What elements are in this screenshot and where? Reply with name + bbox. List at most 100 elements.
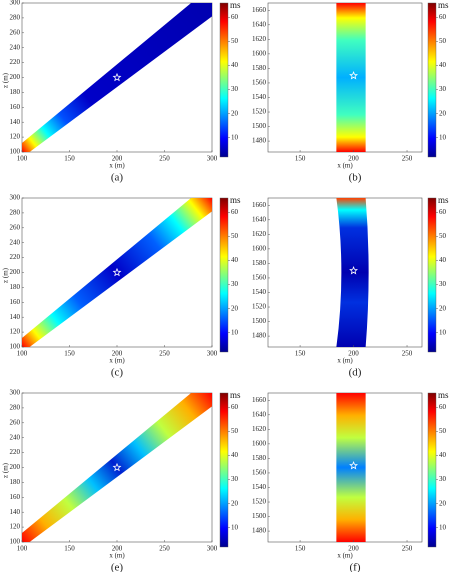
y-tick-label: 1580 <box>252 454 267 462</box>
y-tick-label: 240 <box>10 238 21 246</box>
x-axis-label: x (m) <box>109 552 125 560</box>
y-tick-label: 1660 <box>252 6 267 14</box>
x-tick-label: 150 <box>64 545 75 553</box>
y-tick-label: 300 <box>10 0 21 7</box>
y-tick-label: 200 <box>10 73 21 81</box>
colorbar-tick-label: 60 <box>439 208 447 216</box>
y-tick-label: 1480 <box>252 527 267 535</box>
colorbar-tick-label: 60 <box>231 13 239 21</box>
colorbar-tick-label: 50 <box>231 37 239 45</box>
x-tick-label: 250 <box>402 545 413 553</box>
y-tick-label: 260 <box>10 223 21 231</box>
colorbar-tick-label: 50 <box>439 232 447 240</box>
y-tick-label: 1480 <box>252 332 267 340</box>
source-marker <box>112 72 122 82</box>
y-tick-label: 220 <box>10 253 21 261</box>
y-tick-label: 220 <box>10 448 21 456</box>
colorbar-unit: ms <box>230 195 241 205</box>
colorbar-unit: ms <box>438 195 449 205</box>
x-axis-label: x (m) <box>109 162 125 170</box>
colorbar-tick-label: 30 <box>231 280 239 288</box>
y-tick-label: 120 <box>10 523 21 531</box>
y-tick-label: 280 <box>10 404 21 412</box>
y-tick-label: 220 <box>10 58 21 66</box>
panel: 100 150 200 250 300 100 120 140 160 180 200 220 240 2… <box>2 389 241 572</box>
x-tick-label: 250 <box>402 350 413 358</box>
y-tick-label: 100 <box>10 148 21 156</box>
colorbar-tick-label: 30 <box>439 280 447 288</box>
y-tick-label: 1580 <box>252 259 267 267</box>
x-tick-label: 300 <box>207 545 218 553</box>
y-tick-label: 1660 <box>252 201 267 209</box>
x-tick-label: 300 <box>207 350 218 358</box>
colorbar-tick-label: 60 <box>231 403 239 411</box>
colorbar-tick-label: 40 <box>231 61 239 69</box>
x-tick-label: 150 <box>64 350 75 358</box>
y-tick-label: 120 <box>10 133 21 141</box>
colorbar-unit: ms <box>230 0 241 10</box>
y-tick-label: 1620 <box>252 230 267 238</box>
colorbar-tick-label: 40 <box>439 256 447 264</box>
source-marker <box>349 71 358 80</box>
colorbar-tick-label: 50 <box>231 427 239 435</box>
x-axis-label: x (m) <box>337 552 353 560</box>
colorbar-tick-label: 60 <box>439 403 447 411</box>
y-tick-label: 1620 <box>252 425 267 433</box>
panel-caption: (e) <box>111 562 124 572</box>
y-tick-label: 180 <box>10 88 21 96</box>
y-tick-label: 240 <box>10 43 21 51</box>
y-tick-label: 140 <box>10 313 21 321</box>
y-tick-label: 1540 <box>252 483 267 491</box>
x-tick-label: 100 <box>17 545 28 553</box>
colorbar-tick-label: 40 <box>439 61 447 69</box>
x-tick-label: 250 <box>159 545 170 553</box>
band <box>336 3 366 152</box>
y-tick-label: 180 <box>10 283 21 291</box>
colorbar-unit: ms <box>230 390 241 400</box>
colorbar-unit: ms <box>438 390 449 400</box>
x-tick-label: 100 <box>17 350 28 358</box>
colorbar-tick-label: 30 <box>231 85 239 93</box>
y-tick-label: 260 <box>10 418 21 426</box>
colorbar-tick-label: 60 <box>439 13 447 21</box>
band <box>22 393 212 542</box>
colorbar-tick-label: 30 <box>231 475 239 483</box>
y-tick-label: 1540 <box>252 93 267 101</box>
x-tick-label: 150 <box>64 155 75 163</box>
y-tick-label: 1520 <box>252 498 267 506</box>
y-tick-label: 100 <box>10 343 21 351</box>
y-tick-label: 300 <box>10 194 21 202</box>
colorbar-tick-label: 50 <box>439 427 447 435</box>
colorbar-tick-label: 50 <box>439 37 447 45</box>
source-marker <box>349 266 358 275</box>
colorbar-tick-label: 10 <box>439 133 447 141</box>
y-tick-label: 160 <box>10 493 21 501</box>
colorbar-tick-label: 20 <box>439 109 447 117</box>
colorbar <box>219 197 229 353</box>
y-tick-label: 1500 <box>252 512 267 520</box>
y-tick-label: 100 <box>10 538 21 546</box>
y-tick-label: 1640 <box>252 215 267 223</box>
y-tick-label: 260 <box>10 28 21 36</box>
panel: 150 200 250 1480 1500 1520 1540 1560 1580 1600 162… <box>252 195 449 378</box>
colorbar-tick-label: 40 <box>231 256 239 264</box>
source-marker <box>349 461 358 470</box>
x-tick-label: 150 <box>295 155 306 163</box>
y-tick-label: 180 <box>10 478 21 486</box>
y-tick-label: 240 <box>10 433 21 441</box>
panel-caption: (f) <box>350 562 361 572</box>
x-tick-label: 250 <box>402 155 413 163</box>
colorbar-tick-label: 20 <box>231 304 239 312</box>
colorbar-tick-label: 20 <box>439 499 447 507</box>
colorbar-tick-label: 40 <box>439 451 447 459</box>
panel-caption: (c) <box>111 367 124 379</box>
colorbar-tick-label: 10 <box>231 523 239 531</box>
colorbar <box>427 197 437 353</box>
colorbar-tick-label: 20 <box>439 304 447 312</box>
y-tick-label: 300 <box>10 389 21 397</box>
colorbar <box>219 2 229 158</box>
band <box>22 3 212 152</box>
y-axis-label: z (m) <box>2 462 10 478</box>
y-tick-label: 200 <box>10 463 21 471</box>
